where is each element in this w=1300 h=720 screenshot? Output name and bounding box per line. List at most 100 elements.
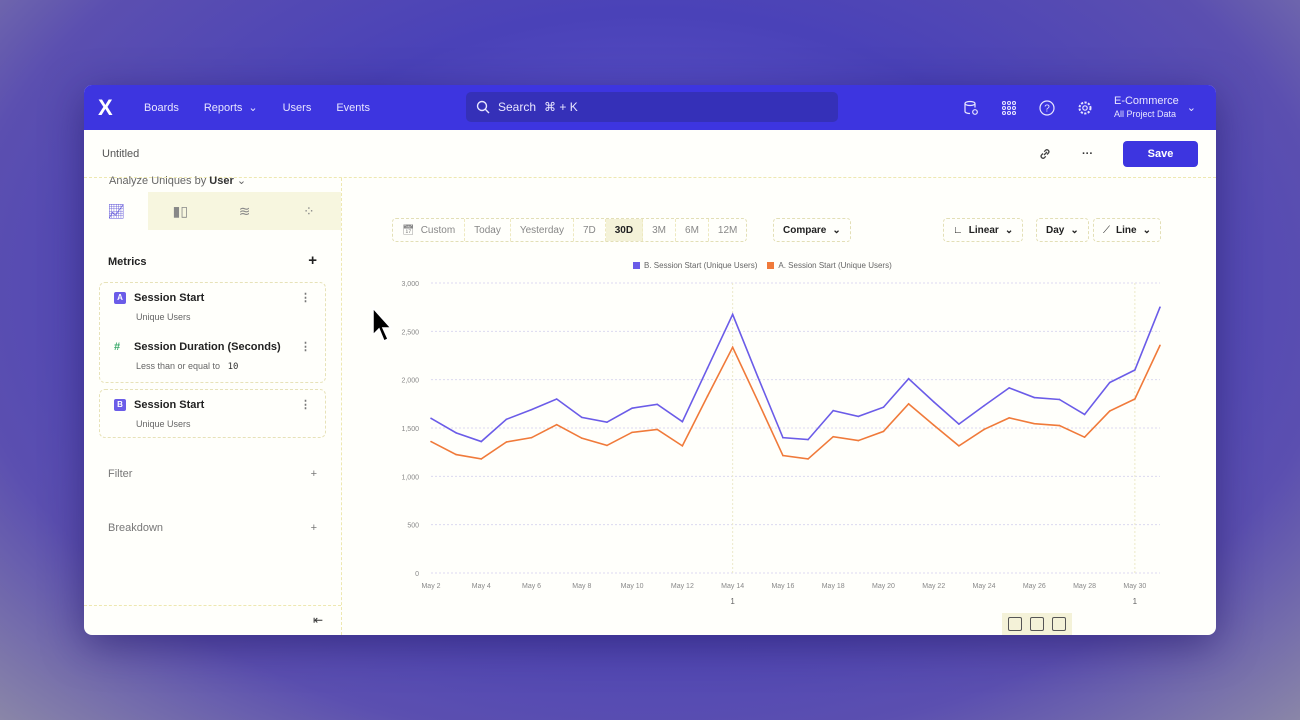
nav-users[interactable]: Users bbox=[283, 102, 312, 114]
date-range-selector: 📅︎ Custom Today Yesterday 7D 30D 3M 6M 12M bbox=[392, 218, 748, 242]
x-tick-label: May 26 bbox=[1023, 583, 1046, 590]
data-point bbox=[530, 436, 533, 439]
data-point bbox=[1159, 306, 1161, 308]
range-today[interactable]: Today bbox=[465, 219, 511, 241]
range-label: 12M bbox=[717, 224, 738, 236]
y-tick-label: 2,500 bbox=[401, 329, 419, 336]
compare-dropdown[interactable]: Compare ⌄ bbox=[773, 218, 851, 242]
sidebar: Analyze Uniques by User ⌄ 📈︎ ▮▯ ≋ ⁘ Metr… bbox=[84, 175, 342, 635]
add-metric-plus-icon[interactable]: + bbox=[308, 252, 317, 269]
search-input[interactable]: Search ⌘ + K bbox=[466, 92, 838, 122]
report-header: Untitled ··· Save bbox=[84, 130, 1216, 178]
analyze-value: User bbox=[209, 175, 234, 187]
logo[interactable]: X bbox=[98, 94, 113, 120]
data-point bbox=[1134, 369, 1136, 371]
range-12m[interactable]: 12M bbox=[709, 219, 746, 241]
metric-measure[interactable]: Unique Users bbox=[136, 419, 191, 429]
scale-dropdown[interactable]: ∟ Linear ⌄ bbox=[943, 218, 1024, 242]
chart-type-dropdown[interactable]: ⟋ Line ⌄ bbox=[1093, 218, 1161, 242]
data-point bbox=[430, 417, 432, 420]
range-yesterday[interactable]: Yesterday bbox=[511, 219, 574, 241]
data-point bbox=[731, 313, 734, 316]
insights-tab[interactable]: 📈︎ bbox=[84, 192, 149, 230]
data-point bbox=[932, 424, 935, 426]
x-tick-label: May 24 bbox=[973, 583, 996, 590]
legend-item-a[interactable]: A. Session Start (Unique Users) bbox=[767, 261, 892, 270]
x-tick-label: May 8 bbox=[572, 583, 591, 590]
report-title[interactable]: Untitled bbox=[102, 147, 140, 160]
range-7d[interactable]: 7D bbox=[574, 219, 606, 241]
data-point bbox=[455, 453, 457, 456]
x-tick-label: May 14 bbox=[721, 583, 744, 590]
filter-property: Session Duration (Seconds) bbox=[134, 340, 281, 353]
data-point bbox=[1008, 417, 1010, 419]
flows-tab[interactable]: ≋ bbox=[212, 192, 277, 230]
settings-gear-icon[interactable] bbox=[1076, 99, 1094, 117]
compare-label: Compare bbox=[783, 224, 827, 236]
layout-split-icon[interactable] bbox=[1008, 617, 1022, 631]
metric-measure[interactable]: Unique Users bbox=[136, 312, 191, 322]
chevron-down-icon: ⌄ bbox=[248, 102, 258, 114]
data-point bbox=[656, 403, 659, 406]
y-tick-label: 0 bbox=[415, 571, 419, 578]
data-point bbox=[1083, 413, 1086, 416]
data-point bbox=[857, 439, 860, 442]
metric-name: Session Start bbox=[134, 398, 205, 411]
range-3m[interactable]: 3M bbox=[643, 219, 677, 241]
add-breakdown-plus-icon[interactable]: + bbox=[310, 522, 317, 534]
y-tick-label: 1,000 bbox=[401, 474, 419, 481]
legend-label: B. Session Start (Unique Users) bbox=[644, 261, 758, 270]
layout-top-icon[interactable] bbox=[1030, 617, 1044, 631]
range-custom[interactable]: 📅︎ Custom bbox=[393, 219, 466, 241]
x-tick-label: May 28 bbox=[1073, 583, 1096, 590]
help-icon[interactable]: ? bbox=[1038, 99, 1056, 117]
metric-badge: B bbox=[114, 398, 126, 411]
range-30d[interactable]: 30D bbox=[605, 219, 644, 241]
kebab-menu-icon[interactable]: ⋮ bbox=[300, 292, 311, 304]
nav-boards[interactable]: Boards bbox=[144, 102, 179, 114]
data-point bbox=[505, 441, 508, 443]
y-tick-label: 500 bbox=[407, 523, 419, 530]
more-options-icon[interactable]: ··· bbox=[1082, 148, 1093, 160]
flows-icon: ≋ bbox=[238, 202, 251, 219]
data-point bbox=[756, 375, 759, 378]
filter-operator[interactable]: Less than or equal to bbox=[136, 361, 221, 371]
filter-value[interactable]: 10 bbox=[227, 362, 239, 372]
data-point bbox=[1134, 398, 1136, 400]
retention-tab[interactable]: ⁘ bbox=[276, 192, 341, 230]
calendar-icon: 📅︎ bbox=[402, 224, 415, 236]
metric-card-b[interactable]: B Session Start ⋮ Unique Users bbox=[99, 389, 326, 438]
kebab-menu-icon[interactable]: ⋮ bbox=[300, 399, 311, 411]
x-tick-label: May 10 bbox=[621, 583, 644, 590]
legend-item-b[interactable]: B. Session Start (Unique Users) bbox=[633, 261, 757, 270]
collapse-sidebar-icon[interactable]: ⇤ bbox=[312, 613, 323, 627]
data-point bbox=[958, 423, 960, 425]
kebab-menu-icon[interactable]: ⋮ bbox=[300, 341, 311, 353]
data-point bbox=[706, 395, 709, 397]
funnels-tab[interactable]: ▮▯ bbox=[148, 192, 213, 230]
data-point bbox=[857, 415, 860, 418]
range-6m[interactable]: 6M bbox=[676, 219, 709, 241]
nav-reports[interactable]: Reports ⌄ bbox=[203, 101, 258, 115]
add-filter-plus-icon[interactable]: + bbox=[310, 468, 317, 480]
analyze-uniques-selector[interactable]: Analyze Uniques by User ⌄ bbox=[109, 175, 247, 187]
layout-bottom-icon[interactable] bbox=[1052, 617, 1066, 631]
data-point bbox=[907, 403, 910, 405]
nav-label: Reports bbox=[203, 101, 243, 114]
nav-events[interactable]: Events bbox=[336, 102, 370, 114]
data-point bbox=[555, 423, 558, 426]
y-tick-label: 2,000 bbox=[401, 378, 419, 385]
project-selector[interactable]: E-Commerce All Project Data bbox=[1114, 95, 1179, 121]
data-point bbox=[782, 436, 784, 439]
link-icon[interactable] bbox=[1038, 147, 1052, 161]
chevron-down-icon[interactable]: ⌄ bbox=[1186, 102, 1196, 114]
data-point bbox=[731, 346, 734, 349]
data-point bbox=[681, 420, 684, 423]
apps-grid-icon[interactable] bbox=[1000, 99, 1018, 117]
data-point bbox=[430, 440, 432, 443]
database-settings-icon[interactable] bbox=[962, 99, 980, 117]
metric-card-a[interactable]: A Session Start ⋮ Unique Users # Session Du… bbox=[99, 282, 326, 383]
data-point bbox=[882, 406, 885, 409]
interval-dropdown[interactable]: Day ⌄ bbox=[1036, 218, 1089, 242]
save-button[interactable]: Save bbox=[1123, 141, 1198, 167]
